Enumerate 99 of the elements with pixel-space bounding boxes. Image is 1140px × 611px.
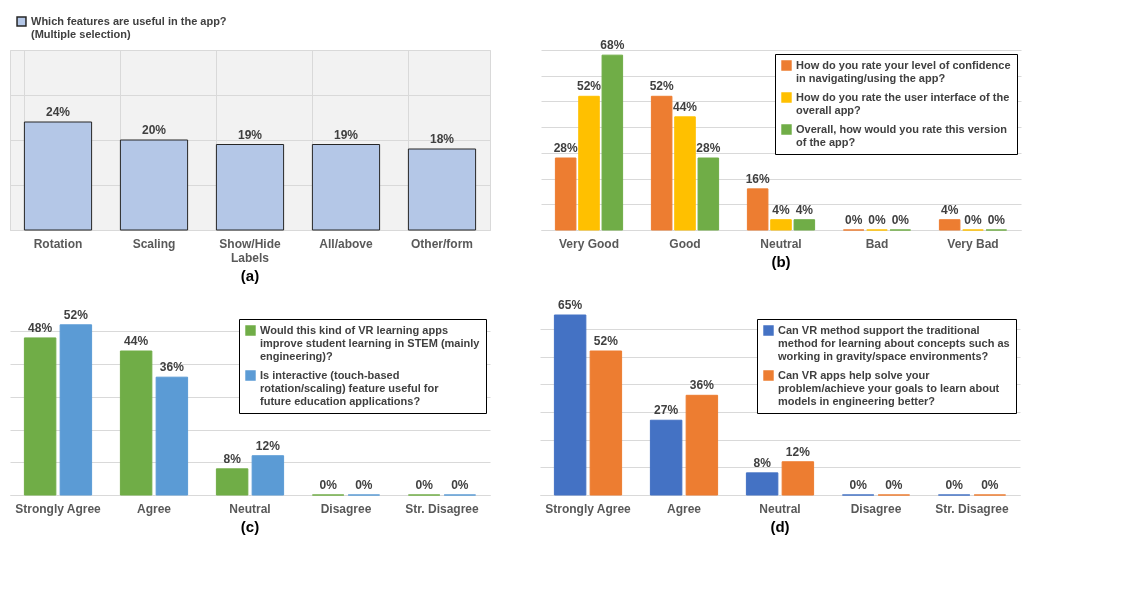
data-label: 0%: [415, 478, 434, 492]
x-tick-label: Bad: [865, 236, 889, 251]
x-tick-label: Scaling: [132, 236, 176, 251]
data-label: 16%: [745, 171, 770, 186]
data-label: 0%: [355, 478, 373, 492]
data-label: 52%: [593, 334, 619, 348]
x-tick-label: Disagree: [850, 501, 902, 516]
data-label: 44%: [124, 334, 149, 348]
data-label: 24%: [45, 105, 71, 119]
bar: [251, 455, 285, 496]
data-label: 0%: [981, 478, 999, 492]
x-tick-label: Neutral: [760, 236, 802, 251]
x-tick-label: Agree: [136, 501, 172, 516]
x-tick-label: Str. Disagree: [405, 501, 480, 516]
data-label: 36%: [159, 360, 185, 375]
data-label: 52%: [63, 307, 89, 322]
legend-label: How do you rate your level of confidence in navigating/using the app?: [796, 58, 1011, 84]
x-tick-label: Show/Hide Labels: [219, 236, 281, 265]
data-label: 19%: [237, 127, 263, 142]
bar: [23, 337, 57, 496]
text: (b): [771, 253, 791, 270]
data-label: 19%: [333, 127, 359, 142]
x-tick-label: Neutral: [229, 501, 271, 516]
data-label: 0%: [451, 478, 469, 492]
legend-label: Can VR apps help solve your problem/achieve your goals to learn about models in engineering better?: [778, 368, 1000, 407]
data-label: 48%: [28, 320, 53, 335]
x-tick-label: Good: [669, 236, 701, 251]
bar: [589, 350, 623, 496]
data-label: 0%: [987, 213, 1006, 227]
legend-label: Would this kind of VR learning apps improve student learning in STEM (mainly engineering)?: [260, 323, 481, 362]
bar: [793, 219, 816, 231]
text: (a): [240, 267, 260, 284]
data-label: 0%: [319, 478, 338, 492]
x-tick-label: Other/form: [410, 236, 474, 251]
data-label: 0%: [844, 213, 863, 227]
legend-label: Is interactive (touch-based rotation/scaling) feature useful for future education applications?: [260, 368, 440, 407]
data-label: 0%: [849, 478, 868, 492]
data-label: 36%: [689, 378, 715, 393]
bar: [311, 144, 381, 231]
data-label: 20%: [141, 123, 167, 137]
data-label: 4%: [772, 202, 790, 217]
data-label: 28%: [696, 141, 721, 155]
bar: [697, 157, 720, 231]
data-label: 18%: [429, 132, 455, 146]
bar: [601, 54, 624, 231]
x-tick-label: Strongly Agree: [15, 501, 102, 516]
bar: [119, 139, 189, 231]
x-tick-label: Disagree: [320, 501, 372, 516]
data-label: 4%: [940, 202, 959, 217]
x-tick-label: Rotation: [33, 236, 83, 251]
data-label: 52%: [649, 79, 674, 94]
text: (d): [770, 518, 790, 535]
x-tick-label: Very Bad: [947, 236, 999, 251]
data-label: 0%: [885, 478, 903, 492]
x-tick-label: Strongly Agree: [545, 501, 632, 516]
bar: [215, 468, 249, 496]
legend-label: Overall, how would you rate this version of the app?: [796, 122, 1008, 148]
data-label: 0%: [945, 478, 964, 492]
data-label: 27%: [654, 403, 679, 418]
data-label: 0%: [868, 213, 886, 227]
legend-label: Can VR method support the traditional method for learning about concepts such as working in gravity/space environments?: [777, 323, 1010, 362]
data-label: 12%: [255, 438, 281, 453]
data-label: 0%: [891, 213, 910, 227]
bar: [215, 144, 285, 231]
bar: [650, 95, 673, 231]
x-tick-label: Neutral: [759, 501, 801, 516]
bar: [554, 157, 577, 231]
data-label: 4%: [795, 202, 814, 217]
bar: [578, 95, 600, 231]
bar: [119, 350, 153, 496]
data-label: 65%: [558, 298, 583, 312]
x-tick-label: Very Good: [558, 236, 620, 251]
legend-label: How do you rate the user interface of the overall app?: [796, 90, 1010, 116]
bar: [674, 116, 696, 231]
bar: [770, 219, 792, 231]
x-tick-label: Agree: [666, 501, 702, 516]
data-label: 8%: [223, 451, 242, 466]
data-label: 44%: [672, 99, 698, 114]
bar: [685, 394, 719, 496]
bar: [781, 461, 815, 496]
bar: [553, 314, 587, 496]
data-label: 28%: [553, 141, 578, 155]
bar: [938, 219, 961, 231]
x-tick-label: Str. Disagree: [935, 501, 1010, 516]
legend-label: Which features are useful in the app? (Multiple selection): [31, 14, 227, 40]
data-label: 8%: [753, 455, 772, 470]
bar: [59, 324, 93, 496]
bar: [745, 472, 779, 496]
data-label: 12%: [785, 444, 811, 459]
text: (c): [240, 518, 260, 535]
bar: [155, 376, 189, 496]
bar: [23, 121, 93, 231]
bar: [746, 188, 769, 231]
data-label: 0%: [964, 213, 982, 227]
data-label: 52%: [576, 79, 602, 94]
bar: [649, 419, 683, 496]
bar: [407, 148, 477, 231]
data-label: 68%: [600, 38, 625, 53]
x-tick-label: All/above: [319, 236, 373, 251]
